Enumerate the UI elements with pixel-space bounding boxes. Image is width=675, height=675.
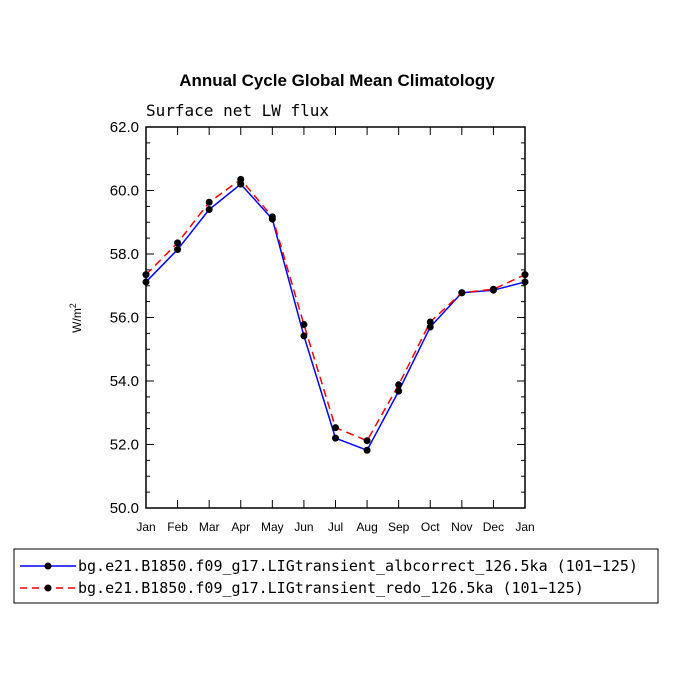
series-0-point: [300, 332, 308, 340]
series-1-point: [268, 213, 276, 221]
series-layer: [142, 175, 529, 454]
series-1-point: [205, 198, 213, 206]
series-1-point: [395, 381, 403, 389]
x-tick-label: Oct: [421, 520, 440, 534]
x-tick-label: Jan: [136, 520, 155, 534]
axis-ticks: [145, 126, 526, 509]
y-tick-label: 60.0: [110, 183, 139, 200]
y-tick-label: 54.0: [110, 373, 139, 390]
x-tick-label: Nov: [451, 520, 472, 534]
series-1-point: [174, 239, 182, 247]
y-axis-label: W/m2: [68, 303, 84, 333]
series-1-point: [332, 424, 339, 432]
y-axis-label-superscript: 2: [68, 303, 78, 308]
series-0-point: [363, 446, 371, 454]
legend-label-redo: bg.e21.B1850.f09_g17.LIGtransient_redo_1…: [78, 579, 584, 597]
series-0-point: [332, 434, 339, 442]
x-tick-label: Apr: [231, 520, 250, 534]
y-axis-label-text: W/m: [70, 308, 84, 333]
series-1-point: [458, 289, 466, 297]
legend: bg.e21.B1850.f09_g17.LIGtransient_albcor…: [13, 548, 659, 604]
x-tick-label: Jul: [328, 520, 343, 534]
x-tick-label: May: [261, 520, 284, 534]
series-1-point: [237, 175, 245, 183]
series-0-point: [395, 387, 403, 395]
x-tick-label: Jan: [515, 520, 534, 534]
y-tick-label: 62.0: [110, 119, 139, 136]
series-1-point: [489, 285, 497, 293]
legend-marker-redo: [44, 584, 52, 592]
y-tick-labels: 50.0 52.0 54.0 56.0 58.0 60.0 62.0: [110, 119, 139, 517]
series-0-point: [205, 206, 213, 214]
x-tick-label: Aug: [356, 520, 377, 534]
y-tick-label: 56.0: [110, 310, 139, 327]
series-0-point: [426, 323, 434, 331]
series-1-point: [426, 318, 434, 326]
y-tick-label: 50.0: [110, 500, 139, 517]
x-tick-label: Jun: [294, 520, 313, 534]
x-tick-label: Dec: [483, 520, 504, 534]
y-tick-label: 52.0: [110, 437, 139, 454]
x-tick-labels: Jan Feb Mar Apr May Jun Jul Aug Sep Oct Nov Dec Jan: [136, 520, 534, 534]
y-tick-label: 58.0: [110, 246, 139, 263]
x-tick-label: Feb: [167, 520, 188, 534]
legend-label-albcorrect: bg.e21.B1850.f09_g17.LIGtransient_albcor…: [78, 557, 638, 575]
legend-box: [13, 548, 659, 604]
x-tick-label: Mar: [199, 520, 220, 534]
series-0-point: [174, 246, 182, 254]
legend-marker-albcorrect: [44, 562, 52, 570]
x-tick-label: Sep: [388, 520, 410, 534]
series-1-point: [363, 437, 371, 445]
plot-frame: [145, 126, 526, 509]
series-1-point: [300, 320, 308, 328]
series-line-0: [145, 183, 526, 452]
chart-subtitle: Surface net LW flux: [146, 101, 329, 120]
chart-title: Annual Cycle Global Mean Climatology: [179, 71, 495, 90]
